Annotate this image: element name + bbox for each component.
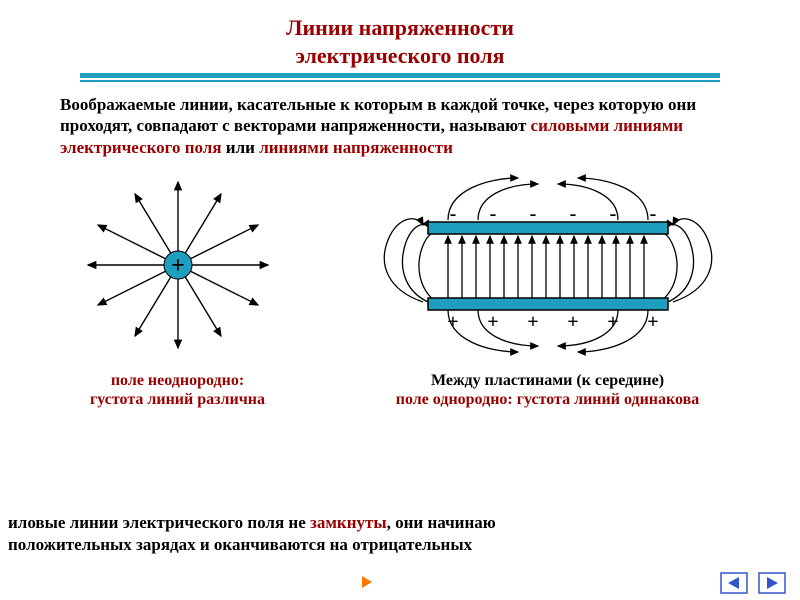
diagrams-row: + поле неоднородно: густота линий различ… xyxy=(0,164,800,409)
footer-statement: иловые линии электрического поля не замк… xyxy=(0,512,800,556)
svg-text:+: + xyxy=(567,311,578,333)
radial-field-diagram: + поле неоднородно: густота линий различ… xyxy=(73,170,283,409)
svg-text:+: + xyxy=(527,311,538,333)
slide-marker-icon xyxy=(360,574,374,590)
svg-text:-: - xyxy=(489,203,496,225)
svg-text:-: - xyxy=(569,203,576,225)
title-underline xyxy=(80,73,720,82)
title-line2: электрического поля xyxy=(0,42,800,70)
plates-caption-l1a: Между пластинами (к середине) xyxy=(431,372,664,389)
plates-field-svg: - - - - - - + + + + + + xyxy=(368,170,728,360)
bottom-t1: иловые линии электрического поля не xyxy=(8,513,310,532)
intro-t4: линиями напряженности xyxy=(259,138,453,157)
svg-text:+: + xyxy=(487,311,498,333)
radial-caption-l2: густота линий различна xyxy=(73,390,283,409)
bottom-t4: положительных зарядах и оканчиваются на … xyxy=(8,535,472,554)
intro-t3: или xyxy=(222,138,260,157)
svg-text:+: + xyxy=(647,311,658,333)
plates-caption: Между пластинами (к середине) поле однор… xyxy=(368,371,728,409)
svg-text:-: - xyxy=(609,203,616,225)
radial-field-svg: + xyxy=(73,170,283,360)
svg-text:+: + xyxy=(447,311,458,333)
next-slide-button[interactable] xyxy=(758,572,786,594)
prev-slide-button[interactable] xyxy=(720,572,748,594)
plates-field-diagram: - - - - - - + + + + + + Между пластинами (к сере… xyxy=(368,170,728,409)
radial-caption: поле неоднородно: густота линий различна xyxy=(73,371,283,409)
svg-text:-: - xyxy=(649,203,656,225)
slide-title: Линии напряженности электрического поля xyxy=(0,0,800,73)
bottom-t2: замкнуты xyxy=(310,513,387,532)
radial-caption-l1: поле неоднородно: xyxy=(73,371,283,390)
plates-caption-l2: густота линий одинакова xyxy=(513,391,700,408)
navigation-controls xyxy=(720,572,786,594)
bottom-t3: , они начинаю xyxy=(387,513,496,532)
definition-text: Воображаемые линии, касательные к которы… xyxy=(0,90,800,164)
plates-caption-l1b: поле однородно: xyxy=(396,391,513,408)
svg-text:-: - xyxy=(529,203,536,225)
svg-text:+: + xyxy=(607,311,618,333)
svg-text:-: - xyxy=(449,203,456,225)
title-line1: Линии напряженности xyxy=(0,14,800,42)
svg-text:+: + xyxy=(171,253,185,279)
